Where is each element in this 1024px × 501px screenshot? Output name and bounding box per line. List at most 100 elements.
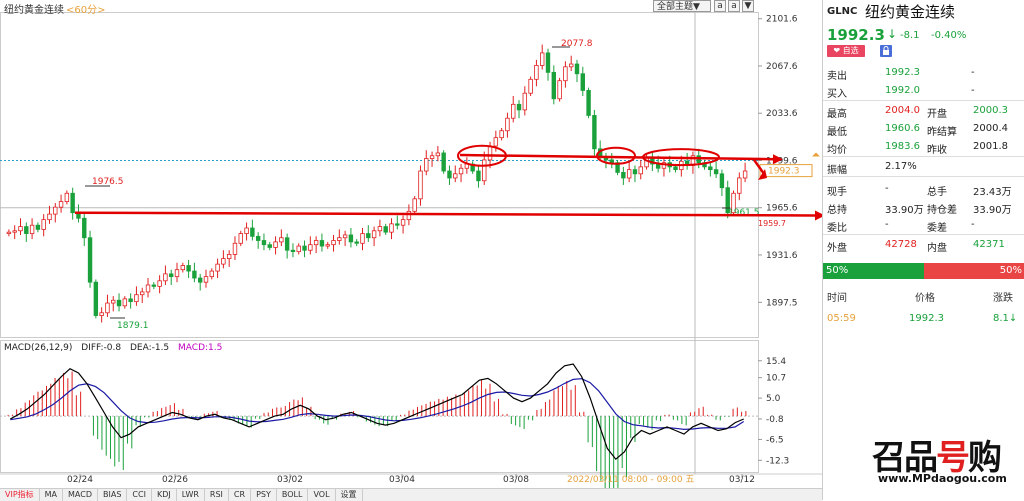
arrow-icon: [773, 154, 783, 165]
level-1959-label: 1959.7: [758, 219, 786, 228]
candle-body: [18, 226, 23, 232]
tick-change: 8.1↓: [993, 313, 1018, 324]
quote-label: 持仓差: [927, 205, 957, 216]
quote-row: 现手 - 总手 23.43万: [823, 180, 1024, 198]
candle-body: [319, 240, 325, 247]
theme-select[interactable]: 全部主题▼: [653, 0, 711, 12]
macd-tick-label: 5.0: [766, 394, 781, 404]
indicator-tab[interactable]: RSI: [205, 489, 229, 501]
indicator-tab[interactable]: VOL: [308, 489, 336, 501]
quote-value: 2000.4: [973, 123, 1008, 134]
candle-body: [626, 169, 632, 179]
support-trendline: [74, 211, 816, 217]
buy-sell-ratio: 50% 50%: [823, 263, 1024, 279]
indicator-tab[interactable]: VIP指标: [0, 489, 40, 501]
indicator-tab[interactable]: CR: [229, 489, 252, 501]
buy-ratio: 50%: [823, 263, 924, 279]
candle-body: [122, 298, 128, 307]
sell-ratio: 50%: [924, 263, 1024, 279]
dif-line: [10, 363, 744, 461]
quote-label: 现手: [827, 187, 847, 198]
candle-body: [348, 234, 354, 243]
quote-value: -: [971, 85, 975, 96]
candle-body: [522, 92, 528, 111]
indicator-tab[interactable]: BOLL: [277, 489, 309, 501]
price-change: -8.1: [900, 30, 920, 41]
macd-tick-label: 10.7: [766, 374, 786, 384]
candle-body: [412, 198, 417, 212]
candle-body: [366, 233, 371, 239]
candle-body: [389, 223, 394, 233]
candle-body: [621, 172, 626, 179]
macd-name: MACD(26,12,9): [4, 343, 73, 353]
indicator-tab[interactable]: MA: [40, 489, 64, 501]
candle-body: [337, 237, 342, 241]
candle-body: [708, 166, 713, 171]
candle-body: [203, 276, 209, 283]
candle-body: [6, 231, 12, 234]
candle-body: [140, 291, 145, 296]
interval-label[interactable]: <60分>: [66, 5, 106, 16]
add-favorite-button[interactable]: ❤ 自选: [827, 45, 865, 57]
quote-value: -: [885, 219, 889, 230]
current-price-label: 1992.3: [768, 167, 800, 177]
candle-body: [505, 117, 510, 132]
last-price: 1992.3: [827, 26, 885, 44]
quote-label: 委差: [927, 223, 947, 234]
divider: [823, 234, 1024, 235]
indicator-tab[interactable]: KDJ: [152, 489, 177, 501]
quote-row: 卖出 1992.3 -: [823, 64, 1024, 82]
y-tick-label: 2033.6: [766, 109, 798, 119]
candle-body: [111, 299, 116, 304]
candle-body: [545, 52, 551, 73]
x-tick-label: 02/26: [162, 475, 188, 485]
indicator-tab[interactable]: CCI: [127, 489, 152, 501]
candle-body: [592, 115, 597, 150]
instrument-name: 纽约黄金连续: [865, 3, 956, 21]
candle-body: [487, 145, 493, 161]
candle-body: [70, 192, 75, 214]
candle-body: [12, 230, 17, 233]
x-tick-label: 03/02: [277, 475, 303, 485]
quote-label: 总持: [827, 205, 847, 216]
candle-body: [742, 170, 748, 179]
quote-value: 2.17%: [885, 161, 917, 172]
up-marker-icon: [812, 152, 820, 157]
highlight-ellipse: [457, 144, 507, 167]
tick-price: 1992.3: [909, 313, 944, 324]
indicator-tab[interactable]: LWR: [177, 489, 205, 501]
candle-body: [47, 213, 52, 221]
chart-area[interactable]: 2101.6 2067.6 2033.6 1999.6 1965.6 1931.6 1897…: [0, 0, 822, 501]
tool-a-button[interactable]: a: [714, 0, 726, 12]
macd-legend: MACD(26,12,9) DIFF:-0.8 DEA:-1.5 MACD:1.…: [4, 343, 228, 353]
x-tick-label: 03/12: [729, 475, 755, 485]
candle-body: [360, 233, 365, 244]
indicator-tab[interactable]: MACD: [63, 489, 99, 501]
quote-value: 33.90万: [885, 205, 924, 216]
site-url: www.MPdaogou.com: [878, 472, 1007, 485]
high-label-1976: 1976.5: [92, 177, 124, 187]
candle-body: [400, 219, 406, 226]
macd-dea: DEA:-1.5: [129, 343, 170, 353]
quote-label: 卖出: [827, 71, 847, 82]
collapse-button[interactable]: ▼: [742, 0, 754, 12]
quote-label: 内盘: [927, 243, 947, 254]
candle-body: [632, 169, 638, 175]
quote-value: 23.43万: [973, 187, 1012, 198]
indicator-tab[interactable]: BIAS: [98, 489, 128, 501]
candle-body: [737, 177, 742, 194]
macd-tick-label: 15.4: [766, 357, 786, 367]
candle-body: [145, 284, 151, 293]
quote-label: 外盘: [827, 243, 847, 254]
candle-body: [87, 237, 93, 283]
indicator-tab[interactable]: PSY: [251, 489, 277, 501]
quote-row: 总持 33.90万 持仓差 33.90万: [823, 198, 1024, 216]
divider: [823, 176, 1024, 177]
kline-chart[interactable]: 2101.6 2067.6 2033.6 1999.6 1965.6 1931.6 1897…: [0, 0, 822, 488]
macd-diff: DIFF:-0.8: [81, 343, 122, 353]
macd-value: MACD:1.5: [178, 343, 223, 353]
lock-icon[interactable]: [880, 45, 892, 57]
candle-body: [180, 265, 186, 271]
tool-b-button[interactable]: a: [728, 0, 740, 12]
indicator-tab[interactable]: 设置: [336, 489, 363, 501]
